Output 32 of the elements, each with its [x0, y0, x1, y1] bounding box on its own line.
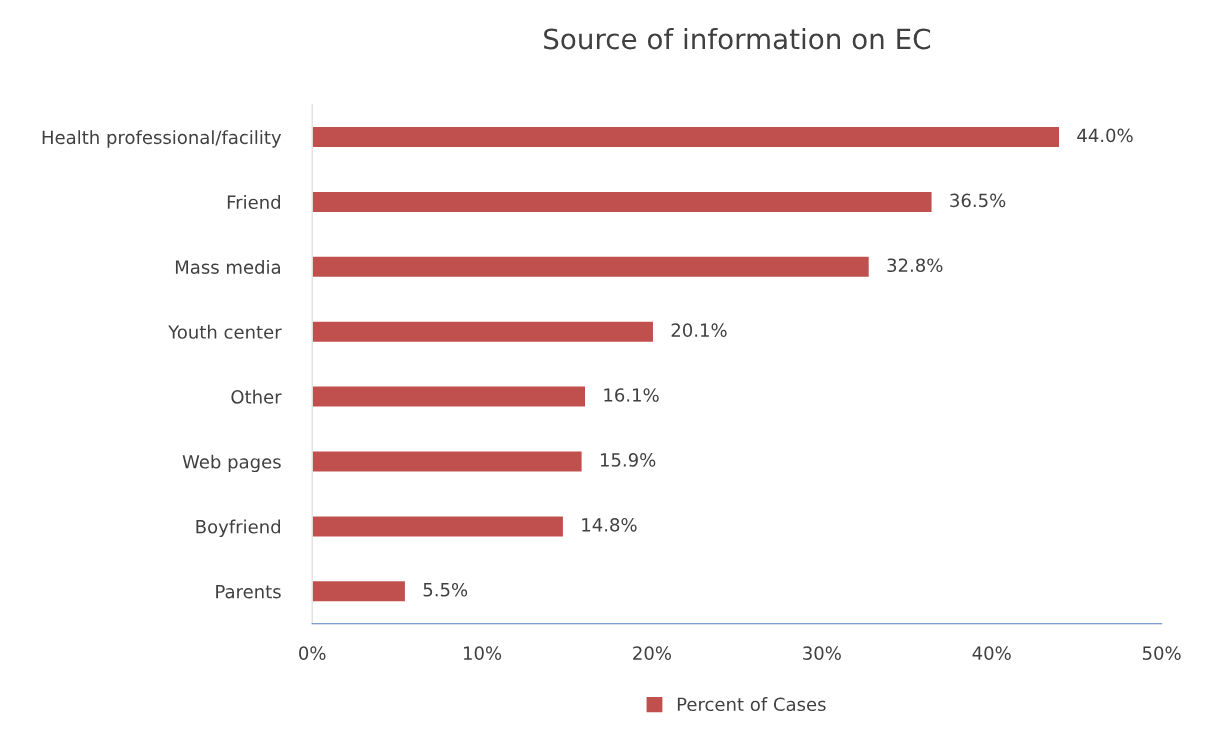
y-tick-label: Boyfriend [196, 519, 280, 538]
bar [312, 320, 655, 344]
bar [312, 385, 587, 409]
y-tick-label: Other [231, 389, 282, 404]
y-tick-label: Parents [216, 584, 281, 599]
data-label: 36.5% [950, 193, 1006, 208]
data-label: 5.5% [423, 582, 468, 597]
data-label: 44.0% [1077, 128, 1133, 143]
data-label: 16.1% [604, 388, 659, 402]
data-label: 14.8% [582, 517, 637, 532]
x-tick-label: 40% [972, 646, 1011, 660]
x-tick-label: 30% [803, 646, 841, 660]
x-tick-label: 20% [633, 646, 672, 660]
data-label: 15.9% [600, 453, 656, 467]
y-tick-label: Friend [227, 195, 280, 210]
data-label: 20.1% [671, 323, 727, 337]
x-tick-label: 10% [463, 646, 502, 660]
bar [312, 514, 565, 538]
x-tick-label: 50% [1142, 646, 1181, 660]
legend-label: Percent of Cases [677, 697, 826, 712]
y-tick-label: Health professional/facility [42, 130, 282, 148]
bar [312, 450, 583, 473]
y-tick-label: Youth center [168, 324, 282, 339]
y-tick-label: Web pages [182, 454, 281, 473]
bar [312, 255, 871, 279]
chart-title: Source of information on EC [544, 27, 931, 50]
x-tick-label: 0% [299, 646, 326, 660]
data-label: 32.8% [887, 258, 943, 273]
bar [312, 579, 407, 603]
bar [312, 190, 933, 214]
bar [312, 125, 1061, 149]
y-tick-label: Mass media [175, 259, 280, 274]
